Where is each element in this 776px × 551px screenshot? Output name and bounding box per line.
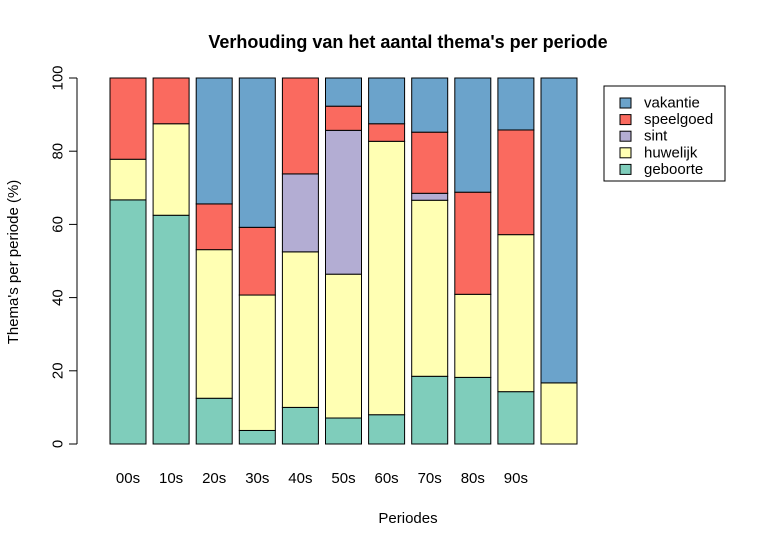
bar-segment-huwelijk-40s bbox=[281, 251, 319, 408]
bar-segment-vakantie-30s bbox=[238, 77, 276, 228]
bar-segment-vakantie-90s bbox=[497, 77, 535, 131]
bar-segment-vakantie-60s bbox=[368, 77, 406, 125]
bar-segment-vakantie-80s bbox=[454, 77, 492, 193]
x-axis-label: Periodes bbox=[378, 510, 437, 527]
bar-segment-huwelijk-bar11 bbox=[540, 382, 578, 445]
bar-segment-speelgoed-10s bbox=[152, 77, 190, 125]
legend-swatch-huwelijk bbox=[619, 147, 632, 159]
bar-segment-vakantie-bar11 bbox=[540, 77, 578, 384]
bar-segment-vakantie-50s bbox=[325, 77, 362, 107]
bar-segment-geboorte-70s bbox=[411, 375, 449, 445]
bar-segment-huwelijk-10s bbox=[152, 123, 190, 216]
legend-label-vakantie: vakantie bbox=[644, 95, 700, 112]
y-tick-label: 40 bbox=[50, 289, 67, 306]
bars-group bbox=[109, 77, 578, 445]
bar-segment-geboorte-10s bbox=[152, 214, 190, 445]
bar-segment-speelgoed-30s bbox=[238, 226, 276, 296]
legend-label-geboorte: geboorte bbox=[644, 161, 703, 178]
y-tick-label: 100 bbox=[50, 65, 67, 90]
x-tick-label: 50s bbox=[331, 470, 355, 487]
x-tick-label: 90s bbox=[504, 470, 528, 487]
bar-segment-geboorte-40s bbox=[281, 406, 319, 445]
bar-segment-speelgoed-80s bbox=[454, 191, 492, 295]
bar-segment-huwelijk-20s bbox=[195, 249, 233, 399]
bar-segment-huwelijk-00s bbox=[109, 158, 147, 201]
legend-label-huwelijk: huwelijk bbox=[644, 144, 698, 161]
legend-swatch-geboorte bbox=[619, 163, 632, 175]
bar-segment-speelgoed-50s bbox=[325, 105, 362, 131]
bar-segment-geboorte-90s bbox=[497, 391, 535, 445]
bar-segment-speelgoed-70s bbox=[411, 131, 449, 194]
bar-segment-vakantie-70s bbox=[411, 77, 449, 133]
legend-swatch-speelgoed bbox=[619, 114, 632, 126]
bar-segment-huwelijk-50s bbox=[325, 273, 362, 419]
bar-segment-geboorte-50s bbox=[325, 417, 362, 445]
bar-segment-vakantie-20s bbox=[195, 77, 233, 205]
chart-title: Verhouding van het aantal thema's per pe… bbox=[208, 32, 607, 52]
bar-segment-geboorte-00s bbox=[109, 199, 147, 445]
x-tick-label: 80s bbox=[461, 470, 485, 487]
legend-label-speelgoed: speelgoed bbox=[644, 111, 713, 128]
y-tick-label: 60 bbox=[50, 216, 67, 233]
y-tick-label: 80 bbox=[50, 143, 67, 160]
x-tick-labels: 00s 10s 20s 30s 40s 50s 60s 70s 80s 90s bbox=[116, 470, 528, 487]
x-tick-label: 10s bbox=[159, 470, 183, 487]
bar-segment-speelgoed-00s bbox=[109, 77, 147, 160]
x-tick-label: 40s bbox=[288, 470, 312, 487]
bar-segment-sint-50s bbox=[325, 129, 362, 275]
y-axis: 0 20 40 60 80 100 bbox=[50, 65, 78, 448]
bar-segment-sint-70s bbox=[411, 192, 449, 201]
bar-segment-geboorte-80s bbox=[454, 376, 492, 445]
y-tick-label: 20 bbox=[50, 362, 67, 379]
y-axis-label: Thema's per periode (%) bbox=[5, 180, 22, 345]
bar-segment-geboorte-30s bbox=[238, 429, 276, 445]
legend-label-sint: sint bbox=[644, 128, 668, 145]
bar-segment-speelgoed-60s bbox=[368, 123, 406, 142]
bar-segment-speelgoed-90s bbox=[497, 129, 535, 236]
x-tick-label: 20s bbox=[202, 470, 226, 487]
bar-segment-huwelijk-80s bbox=[454, 293, 492, 378]
bar-segment-speelgoed-20s bbox=[195, 203, 233, 251]
x-tick-label: 60s bbox=[375, 470, 399, 487]
legend-swatch-vakantie bbox=[619, 97, 632, 109]
bar-segment-speelgoed-40s bbox=[281, 77, 319, 175]
bar-segment-huwelijk-70s bbox=[411, 199, 449, 377]
y-tick-label: 0 bbox=[50, 440, 67, 448]
bar-segment-sint-40s bbox=[281, 173, 319, 253]
x-tick-label: 70s bbox=[418, 470, 442, 487]
bar-segment-geboorte-20s bbox=[195, 397, 233, 445]
bar-segment-geboorte-60s bbox=[368, 414, 406, 445]
bar-segment-huwelijk-90s bbox=[497, 234, 535, 393]
x-tick-label: 30s bbox=[245, 470, 269, 487]
x-tick-label: 00s bbox=[116, 470, 140, 487]
bar-segment-huwelijk-30s bbox=[238, 294, 276, 431]
bar-segment-huwelijk-60s bbox=[368, 140, 406, 416]
legend-swatch-sint bbox=[619, 130, 632, 142]
